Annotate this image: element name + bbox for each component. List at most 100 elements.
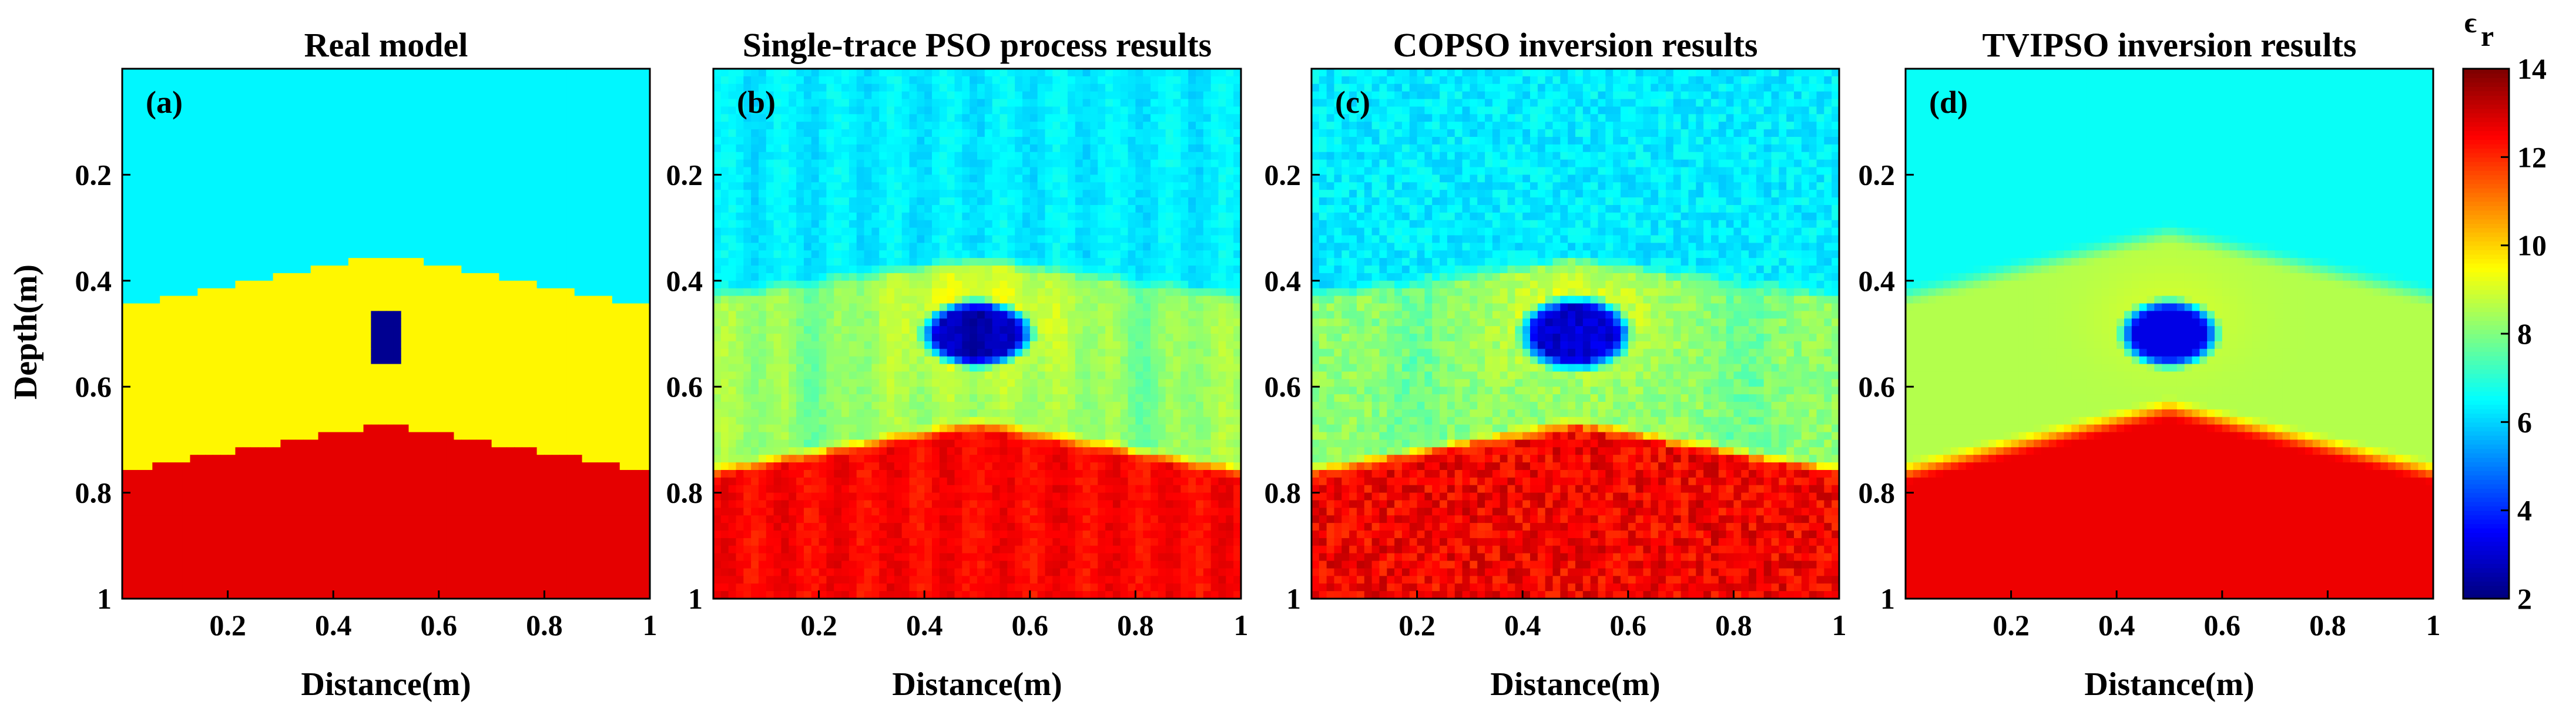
heatmap-cell xyxy=(544,387,552,395)
heatmap-cell xyxy=(167,583,176,592)
heatmap-cell xyxy=(439,281,447,289)
heatmap-cell xyxy=(220,288,229,297)
heatmap-cell xyxy=(326,425,334,433)
heatmap-cell xyxy=(529,583,538,592)
heatmap-cell xyxy=(544,478,552,486)
heatmap-cell xyxy=(273,92,281,100)
heatmap-cell xyxy=(394,106,402,115)
heatmap-cell xyxy=(160,500,168,508)
heatmap-cell xyxy=(635,546,643,554)
heatmap-cell xyxy=(280,311,289,319)
heatmap-cell xyxy=(130,417,138,425)
heatmap-cell xyxy=(243,341,251,350)
heatmap-cell xyxy=(492,561,500,569)
heatmap-cell xyxy=(356,258,364,266)
heatmap-cell xyxy=(477,371,485,380)
heatmap-cell xyxy=(137,137,146,145)
heatmap-cell xyxy=(130,258,138,266)
heatmap-cell xyxy=(582,576,591,584)
heatmap-cell xyxy=(266,583,274,592)
heatmap-cell xyxy=(228,357,236,365)
heatmap-cell xyxy=(175,243,183,251)
heatmap-cell xyxy=(348,190,357,198)
heatmap-cell xyxy=(235,266,243,274)
heatmap-cell xyxy=(582,394,591,402)
heatmap-cell xyxy=(492,235,500,243)
heatmap-cell xyxy=(597,288,605,297)
heatmap-cell xyxy=(507,296,515,304)
heatmap-cell xyxy=(492,311,500,319)
heatmap-cell xyxy=(243,167,251,176)
heatmap-cell xyxy=(484,205,492,213)
heatmap-cell xyxy=(243,145,251,153)
heatmap-cell xyxy=(326,349,334,357)
heatmap-cell xyxy=(597,394,605,402)
heatmap-cell xyxy=(333,137,341,145)
heatmap-cell xyxy=(122,303,130,311)
heatmap-cell xyxy=(190,281,198,289)
heatmap-cell xyxy=(280,455,289,463)
heatmap-cell xyxy=(386,288,394,297)
heatmap-cell xyxy=(220,213,229,221)
heatmap-cell xyxy=(477,379,485,387)
heatmap-cell xyxy=(311,281,319,289)
heatmap-cell xyxy=(273,349,281,357)
heatmap-cell xyxy=(228,561,236,569)
heatmap-cell xyxy=(220,402,229,410)
heatmap-cell xyxy=(857,69,865,77)
heatmap-cell xyxy=(130,92,138,100)
heatmap-cell xyxy=(635,425,643,433)
heatmap-cell xyxy=(559,137,568,145)
heatmap-cell xyxy=(296,538,304,546)
heatmap-cell xyxy=(401,92,410,100)
heatmap-cell xyxy=(499,296,507,304)
heatmap-cell xyxy=(386,92,394,100)
heatmap-cell xyxy=(296,137,304,145)
heatmap-cell xyxy=(439,439,447,448)
heatmap-cell xyxy=(431,508,440,516)
heatmap-cell xyxy=(266,334,274,342)
heatmap-cell xyxy=(167,515,176,523)
heatmap-cell xyxy=(130,69,138,77)
heatmap-cell xyxy=(122,190,130,198)
heatmap-cell xyxy=(567,402,575,410)
heatmap-cell xyxy=(439,500,447,508)
heatmap-cell xyxy=(544,508,552,516)
heatmap-cell xyxy=(461,228,469,236)
heatmap-cell xyxy=(582,462,591,471)
heatmap-cell xyxy=(145,470,153,478)
heatmap-cell xyxy=(537,561,545,569)
heatmap-cell xyxy=(137,425,146,433)
heatmap-cell xyxy=(635,500,643,508)
heatmap-cell xyxy=(605,546,613,554)
heatmap-cell xyxy=(303,281,311,289)
heatmap-cell xyxy=(454,266,462,274)
heatmap-cell xyxy=(477,326,485,334)
heatmap-cell xyxy=(575,583,583,592)
heatmap-cell xyxy=(220,197,229,206)
heatmap-cell xyxy=(235,364,243,372)
heatmap-cell xyxy=(408,515,417,523)
heatmap-cell xyxy=(469,349,477,357)
heatmap-cell xyxy=(318,568,327,576)
heatmap-cell xyxy=(364,182,372,190)
heatmap-cell xyxy=(280,182,289,190)
heatmap-cell xyxy=(348,92,357,100)
heatmap-cell xyxy=(635,357,643,365)
heatmap-cell xyxy=(582,470,591,478)
heatmap-cell xyxy=(514,417,522,425)
heatmap-cell xyxy=(175,326,183,334)
heatmap-cell xyxy=(522,402,530,410)
heatmap-cell xyxy=(190,478,198,486)
heatmap-cell xyxy=(303,220,311,229)
heatmap-cell xyxy=(296,145,304,153)
heatmap-cell xyxy=(258,531,266,539)
heatmap-cell xyxy=(220,439,229,448)
heatmap-cell xyxy=(431,364,440,372)
heatmap-cell xyxy=(1211,69,1219,77)
heatmap-cell xyxy=(318,250,327,259)
heatmap-cell xyxy=(841,69,850,77)
heatmap-cell xyxy=(552,508,560,516)
heatmap-cell xyxy=(213,326,221,334)
heatmap-cell xyxy=(537,417,545,425)
